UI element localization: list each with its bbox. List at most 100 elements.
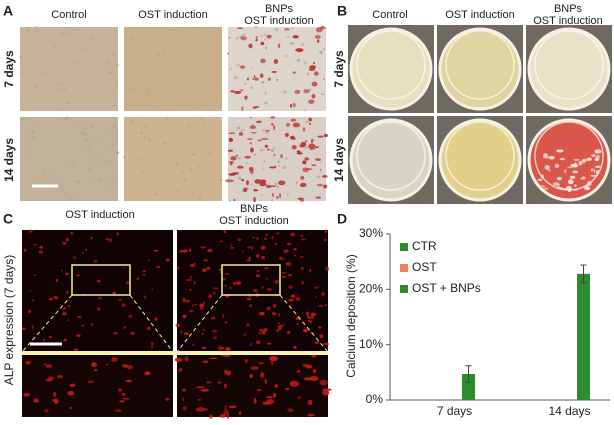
speckle [192, 343, 194, 347]
speckle [264, 378, 267, 384]
speckle [117, 299, 122, 301]
speckle [177, 266, 180, 270]
speckle [192, 152, 195, 155]
speckle [261, 286, 264, 289]
error-bar [580, 264, 587, 284]
speckle [311, 93, 316, 99]
speckle [302, 167, 309, 173]
speckle [262, 401, 272, 405]
speckle [234, 90, 242, 94]
speckle [263, 33, 267, 36]
speckle [209, 357, 218, 360]
speckle [168, 98, 171, 101]
y-tick-label: 10% [359, 337, 383, 351]
speckle [192, 193, 195, 196]
speckle [317, 326, 322, 329]
well-rim [534, 30, 604, 100]
micrograph [124, 27, 222, 111]
speckle [202, 268, 207, 273]
speckle [240, 36, 247, 41]
speckle [230, 247, 235, 249]
speckle [244, 358, 249, 363]
speckle [87, 380, 94, 384]
speckle [264, 237, 267, 241]
speckle [22, 327, 26, 330]
speckle [556, 176, 563, 181]
speckle [228, 132, 236, 135]
speckle [267, 288, 272, 291]
speckle [105, 238, 110, 241]
speckle [131, 51, 134, 54]
speckle [53, 44, 57, 48]
legend-label: OST + BNPs [412, 281, 481, 295]
speckle [213, 336, 218, 340]
speckle [580, 177, 586, 180]
speckle [206, 266, 211, 271]
y-tick-label: 0% [366, 392, 384, 406]
speckle [261, 194, 263, 196]
speckle [62, 242, 67, 245]
speckle [288, 285, 293, 289]
speckle [261, 137, 269, 141]
speckle [290, 232, 296, 237]
speckle [144, 91, 148, 94]
speckle [264, 101, 268, 105]
speckle [186, 278, 192, 282]
speckle [324, 229, 327, 234]
speckle [56, 182, 59, 186]
speckle [69, 383, 76, 388]
speckle [53, 54, 56, 58]
speckle [200, 388, 210, 392]
speckle [253, 397, 257, 404]
speckle [296, 322, 300, 325]
speckle [254, 25, 258, 29]
speckle [107, 71, 112, 75]
speckle [590, 174, 598, 177]
speckle [199, 192, 202, 196]
speckle [261, 255, 265, 260]
speckle [287, 273, 293, 277]
speckle [223, 230, 227, 234]
speckle [28, 229, 33, 233]
speckle [271, 235, 274, 240]
speckle [286, 35, 289, 39]
speckle [292, 35, 299, 39]
speckle [52, 391, 57, 397]
speckle [296, 369, 301, 373]
speckle [23, 392, 31, 397]
speckle [105, 363, 109, 366]
speckle [181, 388, 187, 392]
speckle [253, 189, 258, 192]
speckle [309, 122, 311, 126]
speckle [260, 149, 264, 152]
column-header: OST induction [533, 15, 603, 27]
speckle [569, 175, 576, 179]
speckle [221, 346, 225, 349]
legend-label: CTR [412, 239, 437, 253]
speckle [246, 323, 250, 327]
speckle [254, 179, 262, 184]
speckle [76, 274, 80, 277]
speckle [41, 95, 44, 98]
speckle [107, 161, 111, 164]
speckle [256, 340, 261, 344]
speckle [250, 246, 254, 250]
speckle [300, 235, 303, 238]
speckle [157, 52, 160, 56]
speckle [230, 156, 237, 161]
column-header: OST induction [219, 215, 289, 227]
speckle [242, 128, 245, 131]
speckle [259, 73, 264, 79]
speckle [310, 320, 313, 324]
speckle [142, 273, 146, 276]
speckle [198, 165, 201, 168]
speckle [311, 164, 317, 166]
speckle [85, 248, 87, 252]
speckle [105, 86, 108, 89]
speckle [243, 333, 246, 336]
y-tick-label: 30% [359, 226, 383, 240]
speckle [211, 329, 218, 333]
speckle [73, 348, 78, 351]
speckle [249, 116, 253, 119]
